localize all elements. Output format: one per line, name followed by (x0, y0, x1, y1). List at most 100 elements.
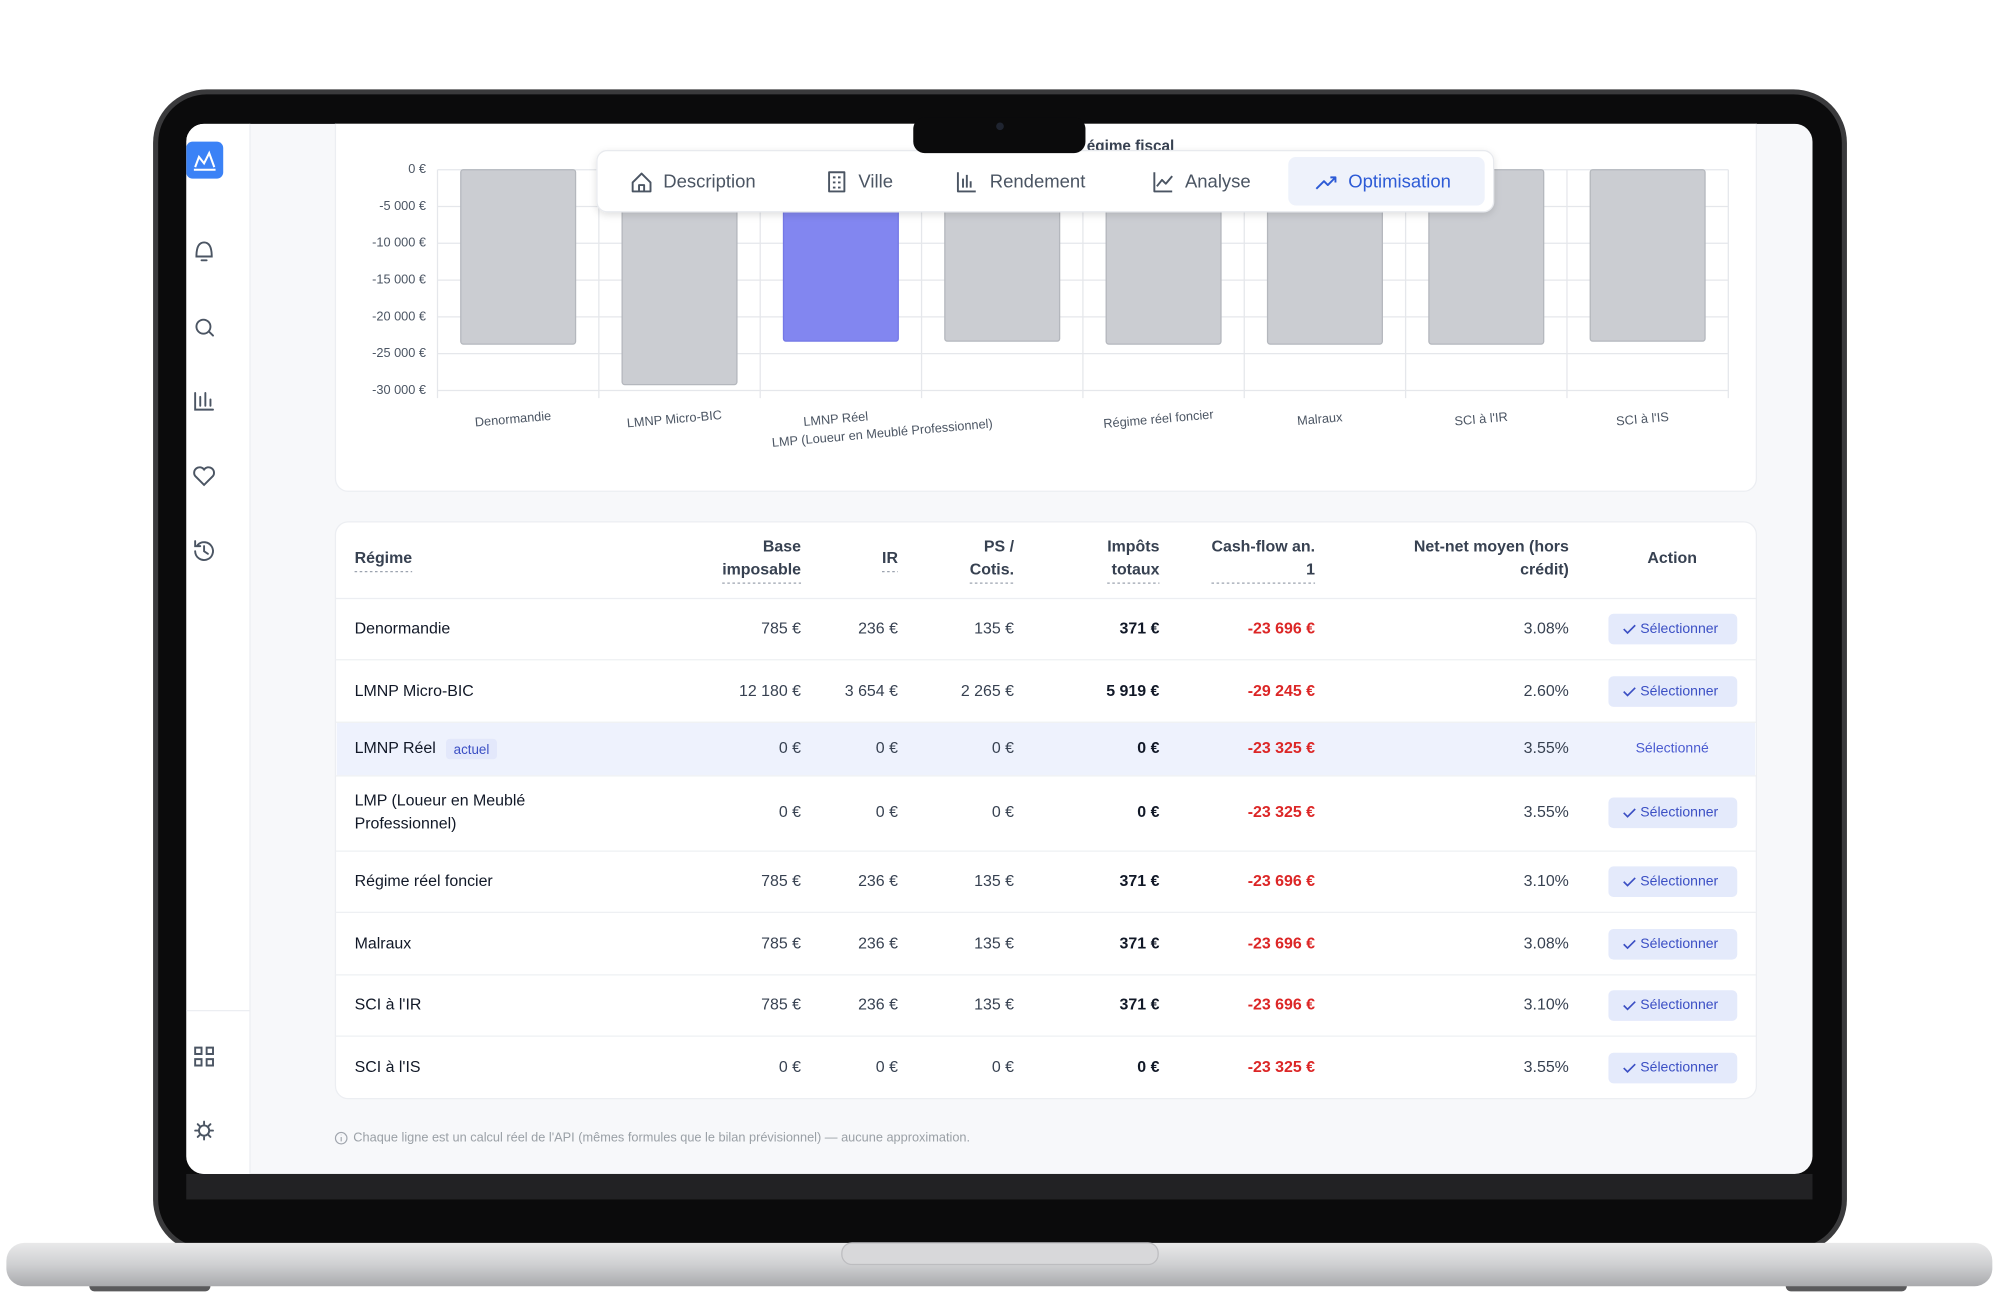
column-header: Cotis. (970, 562, 1014, 579)
column-header: totaux (1112, 562, 1160, 579)
search-icon[interactable] (195, 318, 214, 337)
heart-icon[interactable] (193, 466, 215, 487)
impots-totaux: 371 € (1120, 935, 1160, 952)
regime-name: SCI à l'IR (355, 997, 422, 1014)
y-tick-label: -30 000 € (372, 382, 426, 397)
select-label[interactable]: Sélectionner (1640, 620, 1718, 636)
base-imposable: 12 180 € (739, 683, 801, 700)
select-label[interactable]: Sélectionner (1640, 682, 1718, 698)
ps-cotis: 0 € (992, 804, 1014, 821)
badge-label: actuel (454, 742, 490, 757)
y-tick-label: -25 000 € (372, 345, 426, 360)
sidebar (186, 123, 250, 1174)
regime-name: LMP (Loueur en Meublé (355, 793, 526, 810)
tab-label[interactable]: Rendement (990, 170, 1086, 191)
net-net: 3.08% (1524, 935, 1569, 952)
ps-cotis: 135 € (974, 935, 1014, 952)
select-button[interactable] (1608, 797, 1738, 829)
ps-cotis: 135 € (974, 873, 1014, 890)
tab-icon (956, 172, 976, 193)
ir: 236 € (858, 620, 898, 637)
y-tick-label: -5 000 € (379, 198, 426, 213)
history-icon[interactable] (194, 540, 214, 561)
check-icon (1623, 687, 1636, 697)
cash-flow: -23 696 € (1248, 620, 1315, 637)
regime-name: Malraux (355, 935, 412, 952)
x-tick-label: SCI à l'IS (1616, 409, 1670, 429)
tab-icon (1153, 172, 1173, 193)
cash-flow: -23 325 € (1248, 1059, 1315, 1076)
ir: 3 654 € (845, 683, 898, 700)
base-imposable: 0 € (779, 804, 801, 821)
ps-cotis: 0 € (992, 740, 1014, 757)
tab-label[interactable]: Description (663, 170, 755, 191)
select-button[interactable] (1608, 613, 1738, 645)
select-button[interactable] (1608, 928, 1738, 960)
regime-name: LMNP Micro-BIC (355, 683, 474, 700)
select-label[interactable]: Sélectionner (1640, 935, 1718, 951)
select-label[interactable]: Sélectionner (1640, 872, 1718, 888)
select-button[interactable] (1608, 676, 1738, 707)
ir: 236 € (858, 997, 898, 1014)
column-header: imposable (722, 562, 801, 579)
row-highlight (336, 722, 1756, 776)
select-button[interactable] (1608, 990, 1738, 1021)
ir: 236 € (858, 873, 898, 890)
settings-icon[interactable] (194, 1120, 214, 1141)
screen-chin (186, 1173, 1813, 1200)
select-label[interactable]: Sélectionner (1640, 804, 1718, 820)
impots-totaux: 0 € (1137, 804, 1159, 821)
ir: 0 € (876, 740, 898, 757)
regime-name: Denormandie (355, 620, 451, 637)
camera-notch (913, 117, 1086, 154)
base-imposable: 785 € (761, 997, 801, 1014)
column-header: 1 (1306, 562, 1315, 579)
x-tick-label: Denormandie (474, 408, 552, 430)
column-header: Net-net moyen (hors (1414, 539, 1569, 556)
cash-flow: -23 696 € (1248, 935, 1315, 952)
y-tick-label: -20 000 € (372, 308, 426, 323)
column-header: Base (763, 539, 801, 556)
bell-icon[interactable] (195, 241, 213, 262)
footnote: Chaque ligne est un calcul réel de l'API… (353, 1130, 970, 1145)
column-header: Action (1647, 550, 1697, 567)
tab-label[interactable]: Analyse (1185, 170, 1251, 191)
select-button[interactable] (1608, 866, 1738, 898)
ir: 0 € (876, 1059, 898, 1076)
camera (996, 122, 1004, 131)
ps-cotis: 2 265 € (961, 683, 1014, 700)
cash-flow: -23 696 € (1248, 873, 1315, 890)
select-label[interactable]: Sélectionner (1640, 1059, 1718, 1075)
x-tick-label: LMNP Réel (803, 408, 869, 429)
check-icon (1623, 1001, 1636, 1011)
chart-icon[interactable] (194, 392, 214, 411)
select-label[interactable]: Sélectionner (1640, 996, 1718, 1012)
ps-cotis: 135 € (974, 997, 1014, 1014)
tab-label[interactable]: Optimisation (1348, 170, 1451, 191)
cash-flow: -23 325 € (1248, 740, 1315, 757)
check-icon (1623, 877, 1636, 887)
column-header: PS / (984, 539, 1015, 556)
ir: 0 € (876, 804, 898, 821)
logo-icon (193, 150, 216, 171)
tab-icon (1315, 176, 1337, 190)
y-tick-label: -10 000 € (372, 235, 426, 250)
impots-totaux: 371 € (1120, 873, 1160, 890)
tab-label[interactable]: Ville (858, 170, 893, 191)
select-button[interactable] (1608, 1052, 1738, 1084)
cash-flow: -23 325 € (1248, 804, 1315, 821)
selected-label: Sélectionné (1636, 740, 1709, 756)
column-header: IR (882, 550, 898, 567)
base-imposable: 0 € (779, 1059, 801, 1076)
tab-icon (828, 171, 846, 193)
badge (445, 738, 497, 760)
bar (1589, 169, 1706, 342)
impots-totaux: 5 919 € (1106, 683, 1159, 700)
net-net: 3.10% (1524, 873, 1569, 890)
y-tick-label: 0 € (408, 161, 426, 176)
grid-icon[interactable] (194, 1046, 214, 1067)
ps-cotis: 0 € (992, 1059, 1014, 1076)
net-net: 3.55% (1524, 804, 1569, 821)
